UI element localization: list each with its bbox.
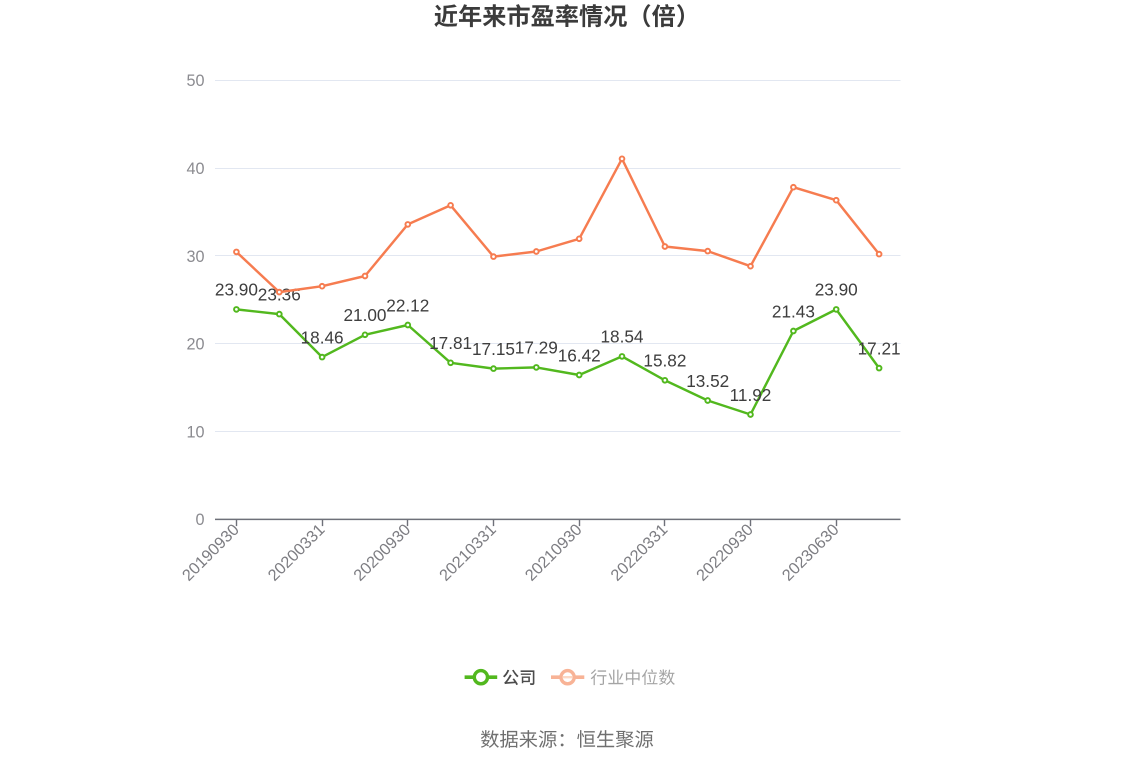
svg-text:22.12: 22.12 bbox=[386, 295, 429, 315]
svg-text:13.52: 13.52 bbox=[686, 371, 729, 391]
svg-text:30: 30 bbox=[186, 248, 204, 266]
svg-text:23.90: 23.90 bbox=[215, 280, 258, 300]
svg-text:17.15: 17.15 bbox=[472, 339, 515, 359]
svg-text:16.42: 16.42 bbox=[558, 345, 601, 365]
svg-text:20: 20 bbox=[186, 336, 204, 354]
svg-text:17.81: 17.81 bbox=[429, 333, 472, 353]
svg-text:50: 50 bbox=[186, 72, 204, 90]
svg-text:15.82: 15.82 bbox=[643, 351, 686, 371]
svg-text:40: 40 bbox=[186, 160, 204, 178]
svg-text:21.00: 21.00 bbox=[343, 305, 386, 325]
svg-text:18.46: 18.46 bbox=[301, 327, 344, 347]
svg-text:10: 10 bbox=[186, 423, 204, 441]
svg-text:0: 0 bbox=[195, 511, 204, 529]
svg-text:17.21: 17.21 bbox=[858, 338, 901, 358]
svg-text:17.29: 17.29 bbox=[515, 338, 558, 358]
svg-text:23.90: 23.90 bbox=[815, 280, 858, 300]
svg-text:11.92: 11.92 bbox=[730, 385, 772, 405]
svg-text:18.54: 18.54 bbox=[600, 327, 643, 347]
svg-text:21.43: 21.43 bbox=[772, 301, 815, 321]
